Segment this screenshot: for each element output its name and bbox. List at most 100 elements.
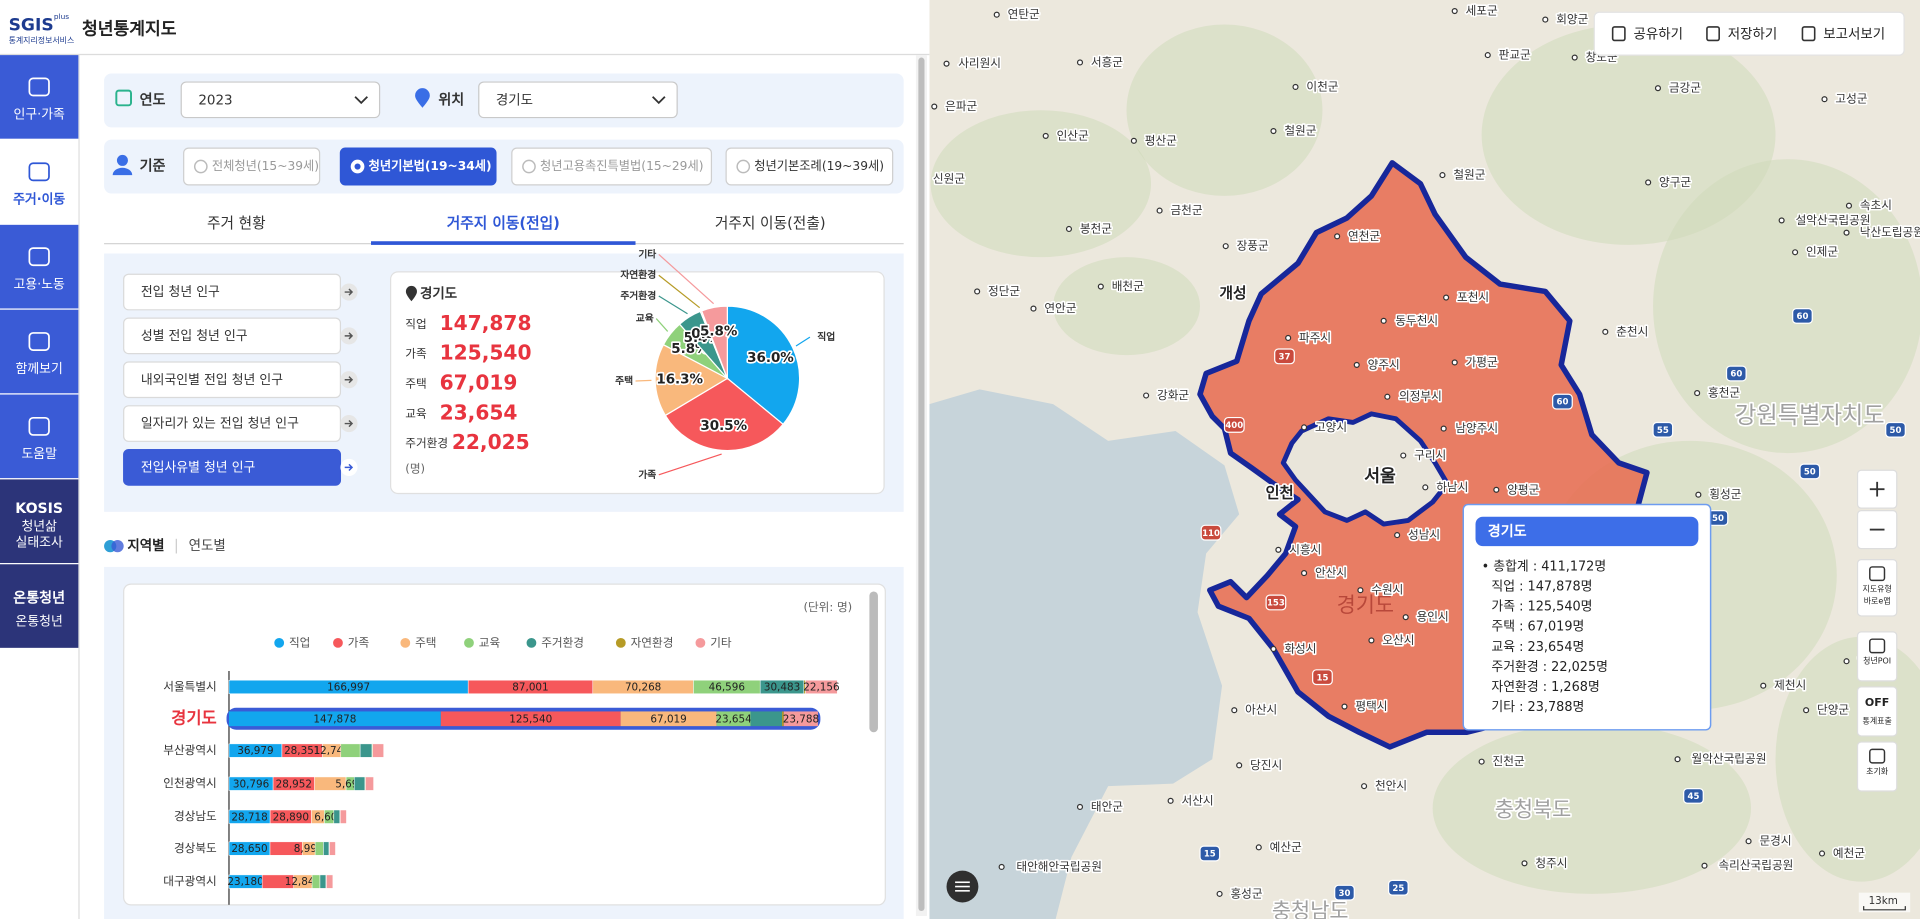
bar-segment [340, 743, 361, 758]
road-shield-label: 15 [1316, 673, 1328, 683]
map-terrain [930, 110, 1152, 258]
toolbar-button[interactable]: 저장하기 [1706, 26, 1777, 42]
tab-active-bar [371, 241, 636, 245]
pie-percent: 16.3% [656, 373, 703, 388]
map-place-dot [1439, 172, 1446, 179]
unit-note: (단위: 명) [803, 600, 852, 614]
sidebar-item[interactable]: 주거·이동 [0, 139, 79, 225]
menu-item[interactable]: 전입 청년 인구 [123, 273, 358, 311]
map-label: 아산시 [1245, 703, 1277, 717]
tab[interactable]: 거주지 이동(전입) [447, 215, 560, 232]
road-shield [1200, 524, 1222, 541]
menu-item[interactable]: 전입사유별 청년 인구 [123, 449, 358, 486]
radio-box [183, 147, 321, 186]
sidebar-item[interactable]: 도움말 [0, 394, 79, 480]
tab[interactable]: 거주지 이동(전출) [715, 215, 826, 232]
map-place-dot [1270, 645, 1277, 653]
map-place-dot [1231, 707, 1238, 714]
menu-item[interactable]: 성별 전입 청년 인구 [123, 317, 358, 355]
pie-slice [700, 305, 728, 379]
select[interactable]: 경기도 [478, 81, 678, 119]
road-shield [1799, 463, 1821, 480]
map-label: 철원군 [1453, 168, 1485, 182]
tooltip-line: 가족 : 125,540명 [1491, 600, 1592, 615]
summary-label: 직업 [405, 317, 426, 331]
bar-segment [440, 711, 621, 727]
tooltip-line: 직업 : 147,878명 [1491, 580, 1592, 595]
map-terrain [1432, 722, 1752, 894]
pie-leader [635, 379, 652, 382]
map-terrain [1126, 24, 1323, 196]
bar-segment [314, 841, 324, 856]
map-label: 태안군 [1091, 799, 1123, 813]
map-tool[interactable]: OFF 통계표출 [1856, 686, 1898, 737]
map-label: 제천시 [1774, 678, 1806, 692]
bar-segment [323, 841, 330, 856]
select-box [180, 81, 381, 119]
bar-segment [311, 874, 321, 889]
map-label: 홍천군 [1708, 386, 1740, 400]
pie-leader [658, 453, 722, 476]
radio-label: 청년고용촉진특별법(15~29세) [540, 159, 704, 173]
map-place-dot [1301, 424, 1308, 431]
select[interactable]: 2023 [180, 81, 381, 119]
sidebar-label: 도움말 [21, 447, 57, 462]
map-place-dot [1843, 658, 1850, 665]
bar-segment [750, 711, 783, 727]
road-shield [1792, 307, 1813, 324]
radio-option[interactable]: 청년기본조례(19~39세) [725, 147, 894, 186]
tool-label: 지도유형 [1863, 584, 1892, 593]
map-label: 고양시 [1315, 420, 1347, 434]
select-box [478, 81, 678, 119]
sidebar-item[interactable]: 고용·노동 [0, 224, 79, 310]
zoom-button[interactable] [1856, 469, 1898, 509]
toolbar-button[interactable]: 공유하기 [1611, 26, 1683, 42]
menu-item[interactable]: 내외국인별 전입 청년 인구 [123, 361, 358, 399]
radio-option[interactable]: 청년기본법(19~34세) [339, 147, 497, 186]
zoom-button[interactable] [1856, 510, 1898, 550]
menu-item[interactable]: 일자리가 있는 전입 청년 인구 [123, 405, 358, 442]
radio-option[interactable]: 청년고용촉진특별법(15~29세) [511, 147, 713, 186]
tooltip-line: 주거환경 : 22,025명 [1491, 660, 1608, 675]
view-tab[interactable]: 연도별 [189, 538, 226, 554]
view-tab[interactable]: 지역별 [127, 537, 164, 554]
menu-arrow [344, 419, 354, 428]
toolbar-button[interactable]: 보고서보기 [1801, 26, 1885, 42]
map-place-dot [1384, 393, 1391, 400]
tool-label: OFF [1865, 696, 1889, 709]
map-label: 세포군 [1466, 4, 1498, 18]
map-place-dot [931, 103, 938, 110]
sidebar-item[interactable]: 함께보기 [0, 309, 79, 395]
map-label: 동두천시 [1395, 313, 1438, 327]
map-label: 은파군 [945, 99, 977, 113]
pie-slice [726, 305, 801, 426]
map-label: 횡성군 [1709, 487, 1741, 501]
sidebar-item[interactable]: 인구·가족 [0, 55, 79, 140]
map-place-dot [1076, 803, 1084, 811]
map-label: 평산군 [1145, 133, 1177, 147]
map-label: 당진시 [1250, 758, 1282, 772]
road-shield-label: 37 [1279, 352, 1291, 362]
map-tool[interactable]: 청년POI [1856, 631, 1898, 682]
filter-label: 기준 [140, 159, 166, 175]
road-shield [1552, 393, 1573, 410]
map-label: 수원시 [1371, 583, 1403, 597]
bar-value-label: 23,180 [227, 876, 263, 888]
road-shield [1223, 416, 1245, 433]
road-shield [1312, 669, 1333, 686]
map-label: 서산시 [1182, 793, 1214, 807]
bar-value-label: 166,997 [327, 682, 370, 694]
map-label: 강화군 [1157, 388, 1189, 402]
road-shield [1387, 879, 1409, 896]
radio-option[interactable]: 전체청년(15~39세) [183, 147, 321, 186]
legend-toggle[interactable] [946, 870, 979, 903]
legend-label: 기타 [710, 635, 732, 649]
bar-segment [329, 841, 336, 856]
map-tool[interactable]: 초기화 [1856, 741, 1898, 792]
tab[interactable]: 주거 현황 [207, 215, 266, 232]
